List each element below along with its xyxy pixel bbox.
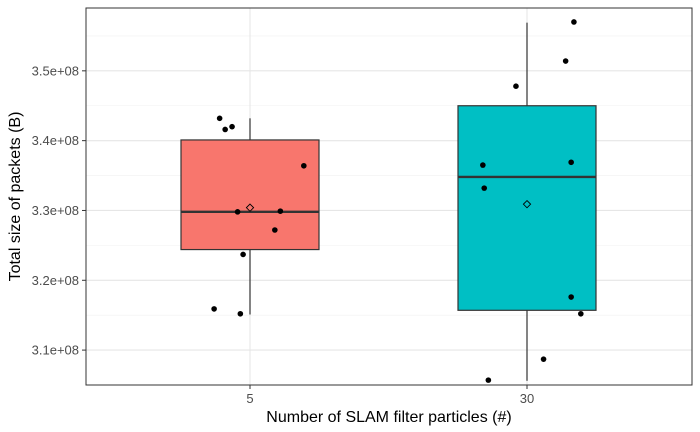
data-point bbox=[480, 162, 486, 168]
data-point bbox=[217, 116, 223, 122]
data-point bbox=[486, 377, 492, 383]
y-tick-label: 3.2e+08 bbox=[32, 273, 79, 288]
data-point bbox=[222, 127, 228, 133]
data-point bbox=[235, 209, 241, 215]
data-point bbox=[278, 208, 284, 214]
data-point bbox=[568, 294, 574, 300]
data-point bbox=[238, 311, 244, 317]
data-point bbox=[240, 252, 246, 258]
data-point bbox=[578, 311, 584, 317]
y-axis-title: Total size of packets (B) bbox=[7, 112, 24, 282]
box-5 bbox=[181, 140, 319, 250]
data-point bbox=[541, 356, 547, 362]
data-point bbox=[571, 19, 577, 25]
y-tick-label: 3.5e+08 bbox=[32, 63, 79, 78]
data-point bbox=[301, 163, 307, 169]
data-point bbox=[513, 83, 519, 89]
data-point bbox=[568, 159, 574, 165]
data-point bbox=[272, 227, 278, 233]
y-tick-label: 3.3e+08 bbox=[32, 203, 79, 218]
data-point bbox=[229, 124, 235, 130]
data-point bbox=[481, 185, 487, 191]
x-tick-label: 5 bbox=[246, 391, 253, 406]
x-axis-title: Number of SLAM filter particles (#) bbox=[266, 409, 511, 426]
y-tick-label: 3.1e+08 bbox=[32, 343, 79, 358]
data-point bbox=[211, 306, 217, 312]
y-tick-label: 3.4e+08 bbox=[32, 133, 79, 148]
x-tick-label: 30 bbox=[520, 391, 534, 406]
data-point bbox=[563, 58, 569, 64]
